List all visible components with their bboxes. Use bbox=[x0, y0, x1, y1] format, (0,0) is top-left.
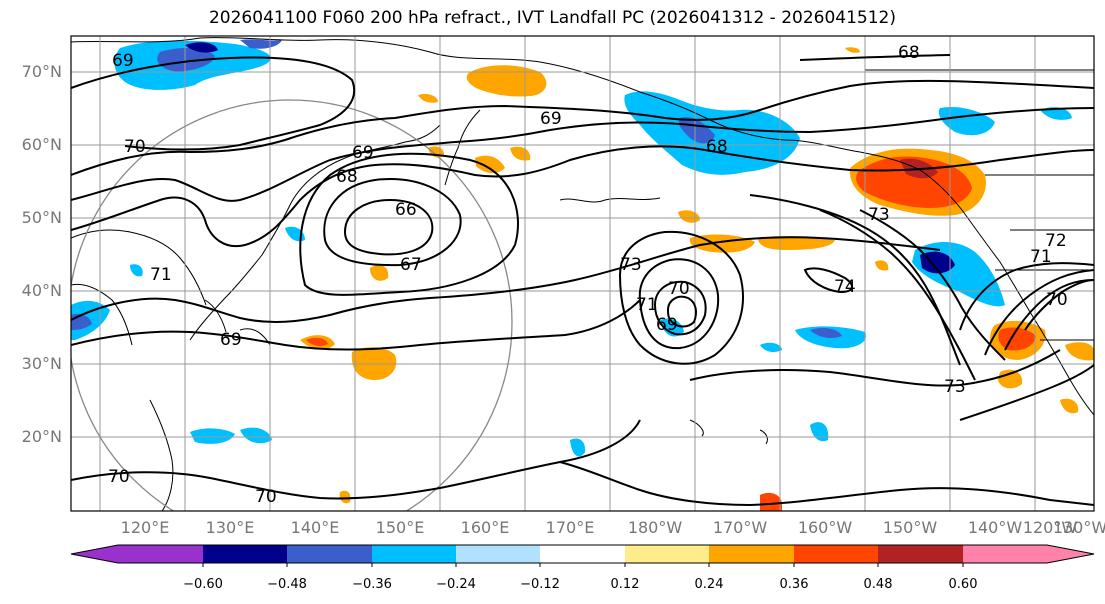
contour-label: 68 bbox=[336, 167, 358, 187]
contour-label: 71 bbox=[150, 265, 172, 285]
contour-label: 70 bbox=[1046, 290, 1068, 310]
contour-label: 70 bbox=[124, 137, 146, 157]
colorbar-tick-label: −0.24 bbox=[436, 577, 476, 592]
colorbar-tick-label: −0.36 bbox=[352, 577, 392, 592]
contour-label: 71 bbox=[1030, 247, 1052, 267]
contour-label: 70 bbox=[108, 467, 130, 487]
colorbar-tick-label: −0.60 bbox=[183, 577, 223, 592]
longitude-label: 170°W bbox=[712, 518, 768, 537]
longitude-label: 150°W bbox=[882, 518, 938, 537]
longitude-label: 130°E bbox=[205, 518, 255, 537]
colorbar bbox=[70, 544, 1095, 567]
colorbar-ticks bbox=[202, 563, 964, 567]
latitude-label: 50°N bbox=[21, 208, 62, 227]
latitude-label: 30°N bbox=[21, 354, 62, 373]
contour-label: 70 bbox=[255, 487, 277, 507]
contour-label: 70 bbox=[668, 279, 690, 299]
colorbar-tick-label: 0.24 bbox=[694, 577, 724, 592]
colorbar-tick-label: 0.12 bbox=[610, 577, 640, 592]
colorbar-tick-label: −0.48 bbox=[267, 577, 307, 592]
contour-label: 73 bbox=[620, 255, 642, 275]
longitude-label: 130°W bbox=[1052, 518, 1105, 537]
colorbar-segment bbox=[287, 545, 372, 563]
colorbar-underflow bbox=[71, 545, 118, 563]
latitude-label: 60°N bbox=[21, 135, 62, 154]
colorbar-segment bbox=[456, 545, 540, 563]
colorbar-tick-label: 0.48 bbox=[863, 577, 893, 592]
longitude-label: 120°E bbox=[120, 518, 170, 537]
colorbar-segment bbox=[118, 545, 203, 563]
colorbar-segment bbox=[794, 545, 878, 563]
longitude-label: 160°E bbox=[460, 518, 510, 537]
latitude-label: 40°N bbox=[21, 281, 62, 300]
colorbar-segment bbox=[878, 545, 963, 563]
longitude-label: 160°W bbox=[797, 518, 853, 537]
colorbar-overflow bbox=[1047, 545, 1094, 563]
contour-label: 72 bbox=[1045, 231, 1067, 251]
colorbar-tick-label: −0.12 bbox=[520, 577, 560, 592]
longitude-label: 170°E bbox=[545, 518, 595, 537]
range-circle bbox=[71, 99, 513, 511]
contour-label: 69 bbox=[220, 330, 242, 350]
map-title: 2026041100 F060 200 hPa refract., IVT La… bbox=[208, 8, 896, 28]
contour-label: 69 bbox=[656, 315, 678, 335]
map-frame bbox=[70, 35, 1095, 512]
refractivity-contours bbox=[71, 54, 1094, 507]
contour-label: 69 bbox=[540, 109, 562, 129]
colorbar-segment bbox=[709, 545, 794, 563]
contour-label: 74 bbox=[834, 277, 856, 297]
longitude-label: 140°W bbox=[967, 518, 1023, 537]
colorbar-tick-label: 0.60 bbox=[948, 577, 978, 592]
contour-label: 69 bbox=[112, 51, 134, 71]
coastlines bbox=[71, 37, 1094, 511]
contour-label: 73 bbox=[868, 205, 890, 225]
contour-label: 73 bbox=[944, 377, 966, 397]
contour-label: 68 bbox=[898, 43, 920, 63]
colorbar-segment bbox=[540, 545, 625, 563]
colorbar-tick-label: 0.36 bbox=[779, 577, 809, 592]
latitude-label: 20°N bbox=[21, 427, 62, 446]
contour-label: 66 bbox=[395, 200, 417, 220]
colorbar-segment bbox=[203, 545, 287, 563]
colorbar-outline bbox=[70, 544, 1095, 564]
longitude-label: 140°E bbox=[290, 518, 340, 537]
longitude-label: 180°W bbox=[627, 518, 683, 537]
colorbar-segment bbox=[625, 545, 709, 563]
longitude-label: 150°E bbox=[375, 518, 425, 537]
latitude-label: 70°N bbox=[21, 62, 62, 81]
colorbar-segment bbox=[372, 545, 456, 563]
colorbar-segment bbox=[963, 545, 1047, 563]
contour-label: 67 bbox=[400, 255, 422, 275]
contour-label: 69 bbox=[352, 143, 374, 163]
contour-label: 71 bbox=[636, 295, 658, 315]
contour-label: 68 bbox=[706, 137, 728, 157]
longitude-label: 120°W bbox=[1022, 518, 1078, 537]
graticule bbox=[71, 36, 1094, 511]
